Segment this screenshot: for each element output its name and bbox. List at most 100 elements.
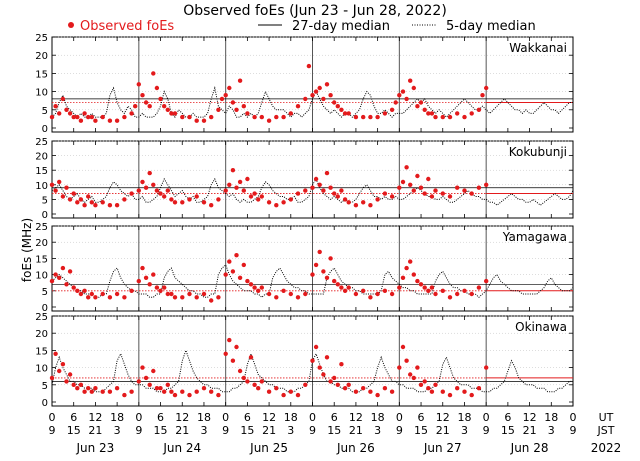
observed-point — [234, 253, 239, 258]
observed-point — [447, 114, 453, 120]
observed-point — [78, 382, 84, 387]
observed-point — [57, 179, 62, 185]
observed-point — [82, 389, 87, 394]
observed-point — [143, 375, 149, 381]
observed-point — [462, 389, 467, 394]
observed-point — [49, 114, 55, 120]
observed-point — [408, 182, 413, 187]
observed-point — [361, 386, 366, 391]
observed-point — [169, 197, 174, 202]
observed-point — [295, 295, 301, 300]
observed-point — [169, 111, 174, 116]
observed-point — [368, 389, 373, 394]
median5-line — [51, 86, 573, 118]
observed-point — [382, 191, 388, 196]
jst-tick-label: 3 — [548, 424, 555, 437]
observed-point — [281, 288, 286, 293]
y-tick-label: 0 — [42, 398, 48, 409]
observed-point — [172, 392, 178, 398]
observed-point — [89, 200, 95, 205]
day-label: Jun 28 — [510, 441, 549, 455]
jst-tick-label: 15 — [154, 424, 168, 437]
observed-point — [147, 104, 152, 109]
observed-point — [256, 197, 261, 202]
observed-point — [440, 389, 445, 394]
observed-point — [335, 104, 340, 109]
observed-point — [140, 179, 145, 185]
observed-point — [310, 185, 315, 190]
ut-tick-label: 0 — [309, 411, 316, 424]
observed-point — [476, 185, 482, 190]
jst-tick-label: 9 — [49, 424, 56, 437]
observed-point — [162, 389, 167, 394]
observed-point — [64, 282, 69, 287]
jst-tick-label: 21 — [262, 424, 276, 437]
observed-point — [237, 368, 243, 374]
observed-point — [53, 351, 58, 356]
ut-tick-label: 12 — [88, 411, 102, 424]
ut-axis-label: UT — [599, 411, 614, 424]
observed-point — [151, 272, 156, 277]
y-tick-label: 15 — [35, 166, 48, 177]
observed-point — [82, 288, 87, 293]
observed-point — [335, 382, 340, 387]
observed-point — [143, 100, 149, 105]
observed-point — [107, 118, 113, 123]
station-name: Kokubunji — [509, 145, 567, 159]
observed-point — [60, 265, 66, 271]
observed-point — [129, 111, 134, 116]
observed-point — [382, 288, 388, 293]
station-name: Okinawa — [515, 320, 567, 334]
ut-tick-label: 18 — [197, 411, 211, 424]
ut-tick-label: 0 — [222, 411, 229, 424]
observed-point — [404, 265, 409, 271]
observed-point — [223, 93, 228, 98]
y-tick-label: 20 — [35, 238, 48, 249]
observed-point — [324, 355, 330, 360]
ut-tick-label: 0 — [49, 411, 56, 424]
observed-point — [209, 203, 214, 208]
observed-point — [303, 188, 308, 193]
observed-point — [324, 170, 330, 176]
observed-point — [342, 386, 348, 391]
observed-point — [313, 89, 319, 94]
observed-point — [426, 111, 431, 116]
observed-point — [400, 89, 406, 94]
observed-point — [440, 191, 445, 196]
observed-point — [346, 111, 351, 116]
observed-point — [64, 107, 69, 113]
observed-point — [230, 168, 236, 173]
day-label: Jun 23 — [75, 441, 114, 455]
observed-point — [169, 389, 174, 394]
observed-point — [328, 256, 333, 261]
observed-point — [180, 114, 185, 120]
observed-point — [266, 200, 272, 205]
chart-title: Observed foEs (Jun 23 - Jun 28, 2022) — [183, 3, 447, 19]
jst-tick-label: 21 — [436, 424, 450, 437]
observed-point — [484, 278, 489, 284]
observed-point — [368, 295, 373, 300]
observed-point — [93, 118, 98, 123]
observed-point — [180, 295, 185, 300]
observed-point — [256, 288, 261, 293]
observed-point — [67, 111, 73, 116]
observed-point — [158, 386, 163, 391]
observed-point — [342, 288, 348, 293]
observed-point — [129, 288, 134, 293]
y-tick-label: 25 — [35, 312, 48, 323]
observed-point — [143, 185, 149, 190]
station-panel-wakkanai: 0 5 10 15 20 25 Wakkanai — [35, 33, 574, 135]
observed-point — [122, 392, 127, 398]
station-panel-yamagawa: 0 5 10 15 20 25 Yamagawa — [35, 222, 574, 314]
observed-point — [469, 291, 474, 297]
observed-point — [140, 265, 145, 271]
observed-point — [219, 96, 225, 102]
observed-point — [75, 114, 80, 120]
observed-point — [227, 259, 232, 264]
observed-point — [375, 392, 380, 398]
observed-point — [209, 389, 214, 394]
station-panels: 0 5 10 15 20 25 Wakkanai 0 5 10 15 20 25 Kokubunji 0 5 1… — [35, 33, 574, 409]
observed-point — [64, 379, 69, 384]
y-tick-label: 10 — [35, 364, 48, 375]
